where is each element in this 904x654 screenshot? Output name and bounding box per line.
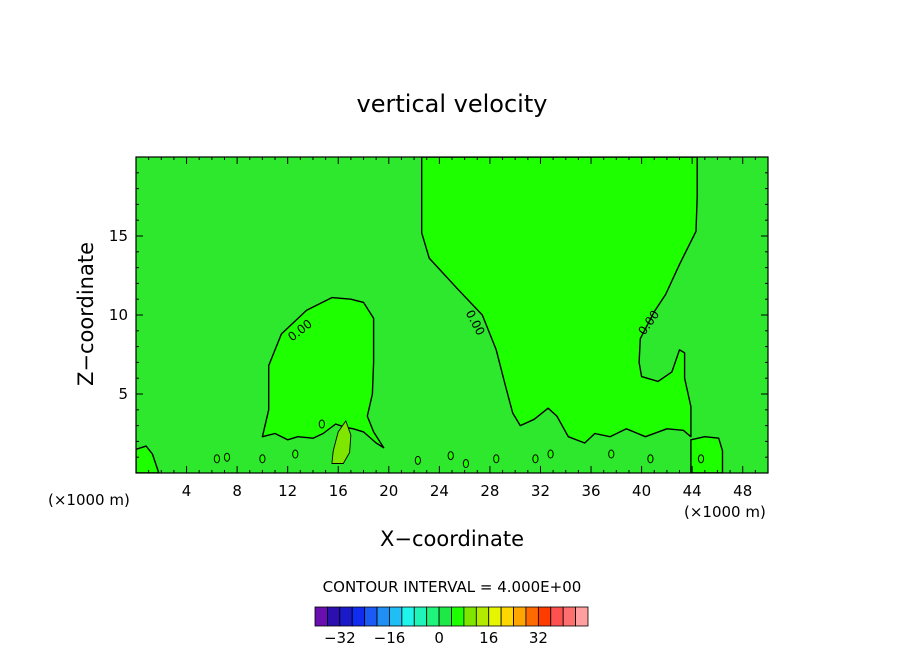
colorbar-label-3: 16: [479, 629, 498, 647]
updraft-region-far-left: [136, 445, 160, 473]
small-cell-1: [223, 452, 231, 462]
y-tick-label-10: 10: [109, 306, 128, 324]
x-tick-label-4: 4: [182, 482, 192, 500]
x-axis-ticks: 4 8 12 16 20 24 28 32 36 40 44 48: [148, 157, 756, 500]
colorbar-swatch-2: [339, 606, 353, 627]
colorbar-swatch-18: [537, 606, 552, 627]
x-tick-label-20: 20: [379, 482, 398, 500]
colorbar-label-4: 32: [529, 629, 548, 647]
colorbar-swatch-12: [463, 606, 477, 627]
y-tick-label-15: 15: [109, 227, 128, 245]
colorbar-swatch-9: [426, 606, 440, 627]
colorbar-swatch-8: [413, 606, 428, 627]
colorbar-label-1: −16: [374, 629, 406, 647]
small-cell-7: [462, 459, 470, 469]
colorbar-swatch-7: [401, 606, 415, 627]
small-cell-9: [532, 454, 539, 464]
x-tick-label-40: 40: [632, 482, 651, 500]
x-tick-label-24: 24: [430, 482, 449, 500]
x-tick-label-44: 44: [683, 482, 702, 500]
x-tick-label-12: 12: [278, 482, 297, 500]
small-cell-8: [493, 454, 500, 464]
colorbar-swatch-21: [575, 606, 589, 627]
x-unit-left: (×1000 m): [48, 491, 130, 509]
plot-area: [136, 157, 768, 473]
y-axis-label: Z−coordinate: [74, 242, 98, 386]
small-cell-0: [213, 454, 220, 464]
colorbar-labels: −32 −16 0 16 32: [324, 629, 548, 647]
small-cell-11: [608, 449, 615, 459]
contour-regions: [136, 157, 724, 473]
colorbar-swatch-13: [475, 606, 490, 627]
x-tick-label-28: 28: [480, 482, 499, 500]
x-tick-label-8: 8: [232, 482, 242, 500]
updraft-region-central: [421, 157, 698, 444]
strong-updraft-region-core-16km: [331, 420, 352, 464]
chart-title: vertical velocity: [357, 90, 548, 118]
colorbar-swatch-4: [364, 606, 378, 627]
small-cell-3: [292, 449, 299, 459]
colorbar-swatch-0: [314, 606, 328, 627]
colorbar: [314, 606, 589, 627]
small-cell-2: [259, 454, 266, 464]
colorbar-swatch-20: [562, 606, 576, 627]
colorbar-label-0: −32: [324, 629, 356, 647]
colorbar-swatch-11: [451, 606, 465, 627]
small-cell-10: [547, 449, 554, 459]
small-cell-12: [647, 454, 654, 464]
x-unit-right: (×1000 m): [684, 503, 766, 521]
small-cell-5: [414, 455, 421, 465]
colorbar-swatch-17: [525, 606, 539, 627]
colorbar-swatch-3: [351, 606, 366, 627]
colorbar-swatch-10: [438, 606, 452, 627]
x-tick-label-48: 48: [733, 482, 752, 500]
colorbar-swatch-19: [550, 606, 564, 627]
small-cell-13: [697, 454, 705, 464]
x-tick-label-16: 16: [329, 482, 348, 500]
colorbar-swatch-6: [389, 606, 403, 627]
colorbar-label-2: 0: [434, 629, 444, 647]
colorbar-swatch-5: [376, 606, 390, 627]
contour-interval-text: CONTOUR INTERVAL = 4.000E+00: [323, 578, 582, 596]
colorbar-swatch-14: [488, 606, 502, 627]
small-cell-6: [447, 451, 454, 461]
updraft-region-left: [261, 296, 385, 449]
y-tick-label-5: 5: [118, 385, 128, 403]
updraft-region-bottom-right: [690, 436, 724, 473]
colorbar-swatch-15: [500, 606, 514, 627]
x-tick-label-36: 36: [581, 482, 600, 500]
x-axis-label: X−coordinate: [380, 527, 524, 551]
y-axis-ticks: 5 10 15: [109, 172, 768, 458]
colorbar-swatch-1: [327, 606, 341, 627]
x-tick-label-32: 32: [531, 482, 550, 500]
small-cell-4: [318, 419, 325, 429]
colorbar-swatch-16: [513, 606, 527, 627]
